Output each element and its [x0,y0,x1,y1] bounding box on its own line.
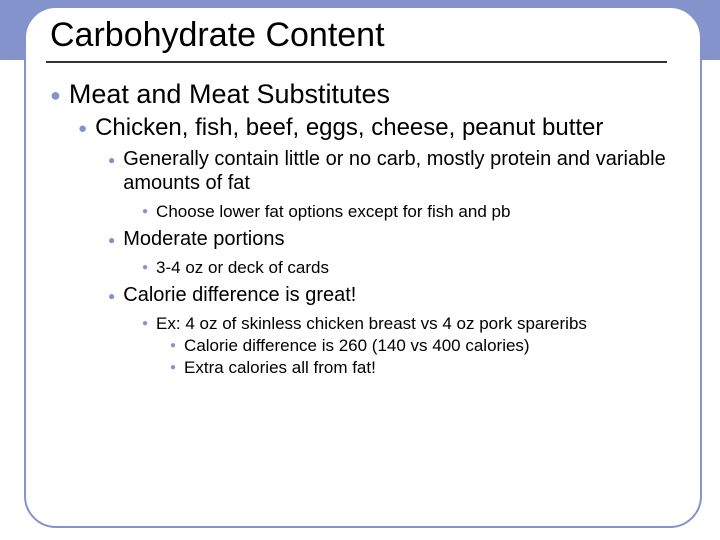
bullet-lvl4: ● Choose lower fat options except for fi… [142,202,680,222]
bullet-icon: ● [108,289,115,303]
bullet-lvl3: ● Calorie difference is great! [108,284,680,308]
bullet-text: Chicken, fish, beef, eggs, cheese, peanu… [95,114,670,142]
bullet-icon: ● [142,206,148,218]
bullet-icon: ● [170,340,176,352]
bullet-lvl3: ● Generally contain little or no carb, m… [108,148,680,195]
bullet-lvl3: ● Moderate portions [108,228,680,252]
bullet-lvl5: ● Calorie difference is 260 (140 vs 400 … [170,336,680,356]
bullet-icon: ● [108,233,115,247]
bullet-text: Generally contain little or no carb, mos… [123,148,670,195]
bullet-icon: ● [78,120,87,138]
bullet-lvl4: ● 3-4 oz or deck of cards [142,258,680,278]
bullet-text: Choose lower fat options except for fish… [156,202,670,222]
bullet-icon: ● [142,318,148,330]
bullet-text: Extra calories all from fat! [184,358,670,378]
bullet-text: Ex: 4 oz of skinless chicken breast vs 4… [156,314,670,334]
bullet-text: Moderate portions [123,228,670,252]
bullet-icon: ● [50,85,61,107]
bullet-lvl1: ● Meat and Meat Substitutes [50,79,680,110]
bullet-icon: ● [142,262,148,274]
bullet-text: Meat and Meat Substitutes [69,79,680,110]
slide-title: Carbohydrate Content [46,16,680,55]
bullet-text: Calorie difference is great! [123,284,670,308]
bullet-icon: ● [108,153,115,167]
bullet-lvl4: ● Ex: 4 oz of skinless chicken breast vs… [142,314,680,334]
bullet-lvl2: ● Chicken, fish, beef, eggs, cheese, pea… [78,114,680,142]
bullet-text: 3-4 oz or deck of cards [156,258,670,278]
bullet-text: Calorie difference is 260 (140 vs 400 ca… [184,336,670,356]
title-underline [46,61,667,63]
bullet-lvl5: ● Extra calories all from fat! [170,358,680,378]
bullet-icon: ● [170,362,176,374]
slide-content-box: Carbohydrate Content ● Meat and Meat Sub… [24,6,702,528]
